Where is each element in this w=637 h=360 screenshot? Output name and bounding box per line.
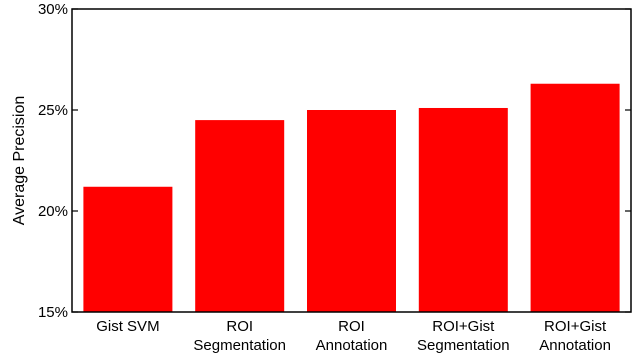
y-axis-label: Average Precision — [11, 96, 28, 226]
x-category-label-3-line-1: Segmentation — [417, 337, 510, 354]
y-axis-ticks: 15% 20% 25% 30% — [38, 1, 631, 321]
x-category-label-2: ROI Annotation — [316, 318, 388, 354]
bar-4 — [530, 83, 620, 313]
x-category-label-1: ROI Segmentation — [193, 318, 286, 354]
x-category-label-4-line-0: ROI+Gist — [544, 318, 607, 335]
y-tick-label-2: 25% — [38, 102, 68, 119]
x-category-label-0: Gist SVM — [96, 318, 159, 335]
plot-frame — [71, 8, 632, 313]
x-category-label-1-line-0: ROI — [226, 318, 253, 335]
x-category-label-2-line-1: Annotation — [316, 337, 388, 354]
x-category-label-1-line-1: Segmentation — [193, 337, 286, 354]
x-category-label-2-line-0: ROI — [338, 318, 365, 335]
x-category-label-3-line-0: ROI+Gist — [432, 318, 495, 335]
bar-1 — [195, 120, 285, 312]
x-category-label-3: ROI+Gist Segmentation — [417, 318, 510, 354]
bar-2 — [307, 110, 396, 312]
x-category-label-4-line-1: Annotation — [539, 337, 611, 354]
x-category-label-4: ROI+Gist Annotation — [539, 318, 611, 354]
x-category-label-0-line-0: Gist SVM — [96, 318, 159, 335]
y-tick-label-3: 30% — [38, 1, 68, 18]
bars-layer — [83, 83, 620, 313]
bar-0 — [83, 186, 173, 312]
y-tick-label-1: 20% — [38, 203, 68, 220]
bar-3 — [418, 107, 508, 312]
y-tick-label-0: 15% — [38, 304, 68, 321]
